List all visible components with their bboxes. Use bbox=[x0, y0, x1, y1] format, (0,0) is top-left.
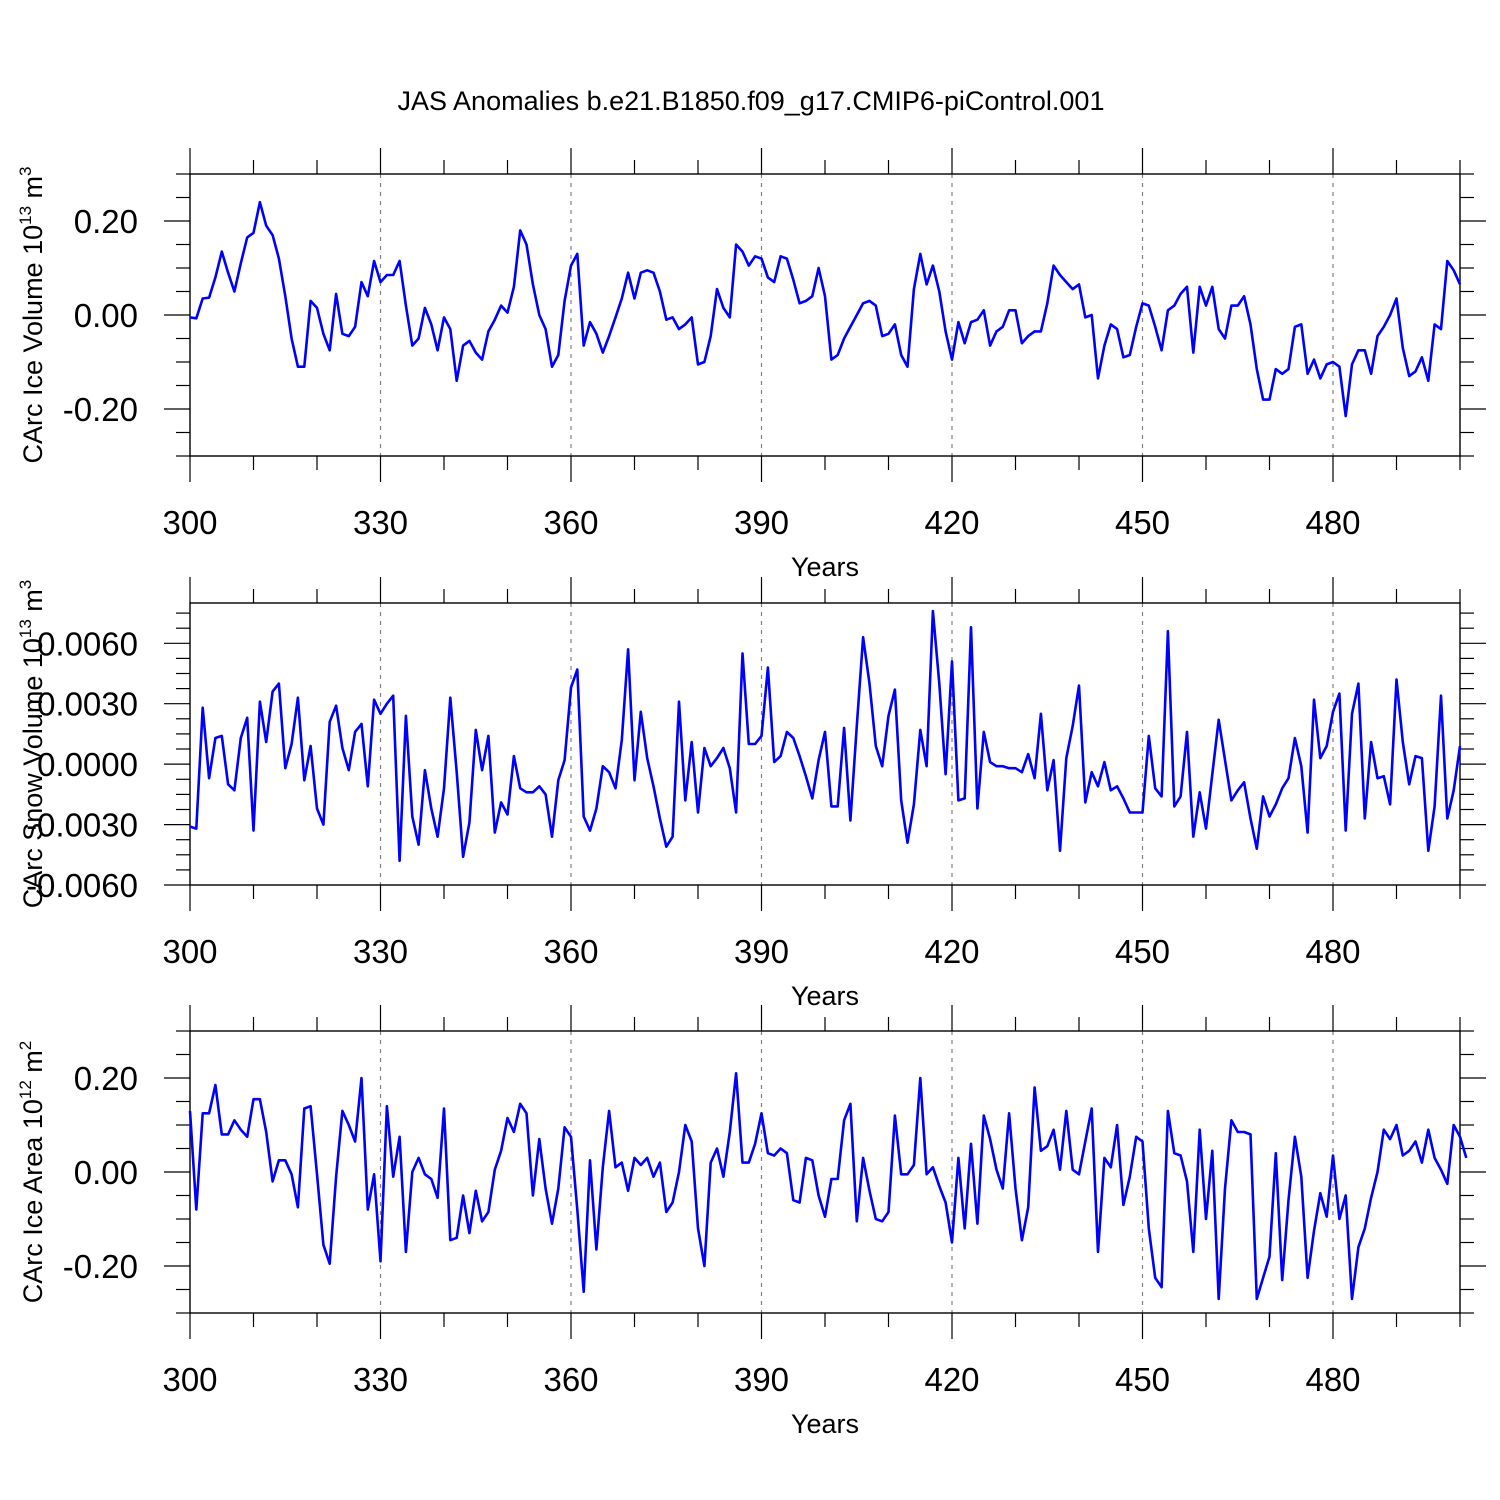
x-tick-label: 360 bbox=[543, 504, 598, 541]
x-tick-label: 390 bbox=[734, 933, 789, 970]
y-tick-label: 0.0030 bbox=[37, 686, 138, 723]
panel-ice-volume: 300 330 360 390 420 450 480 -0.20 0.00 0.20 Years C… bbox=[16, 148, 1486, 582]
x-tick-label: 300 bbox=[162, 1361, 217, 1398]
x-axis-label: Years bbox=[791, 981, 859, 1011]
x-tick-label: 300 bbox=[162, 933, 217, 970]
y-axis-label: CArc Snow Volume 1013 m3 bbox=[16, 580, 48, 909]
panel-ice-area: 300 330 360 390 420 450 480 -0.20 0.00 0.20 Years C… bbox=[16, 1005, 1486, 1439]
series-line bbox=[189, 200, 1462, 418]
panel-snow-volume: 300 330 360 390 420 450 480 -0.0060 -0.0030 0.000… bbox=[16, 577, 1486, 1011]
x-tick-label: 360 bbox=[543, 933, 598, 970]
x-tick-label: 360 bbox=[543, 1361, 598, 1398]
y-tick-label: 0.20 bbox=[74, 203, 138, 240]
plot-frame bbox=[189, 1030, 1461, 1314]
x-tick-label: 420 bbox=[924, 504, 979, 541]
y-tick-label: 0.0000 bbox=[37, 746, 138, 783]
plot-frame bbox=[189, 602, 1461, 886]
x-tick-label: 450 bbox=[1115, 933, 1170, 970]
x-tick-label: 480 bbox=[1305, 1361, 1360, 1398]
x-tick-label: 450 bbox=[1115, 504, 1170, 541]
x-tick-label: 300 bbox=[162, 504, 217, 541]
y-tick-label: -0.0030 bbox=[26, 807, 138, 844]
x-tick-label: 420 bbox=[924, 1361, 979, 1398]
x-tick-label: 480 bbox=[1305, 504, 1360, 541]
x-tick-label: 480 bbox=[1305, 933, 1360, 970]
y-tick-label: 0.00 bbox=[74, 297, 138, 334]
plot-frame bbox=[189, 173, 1461, 457]
x-tick-label: 420 bbox=[924, 933, 979, 970]
y-tick-label: 0.20 bbox=[74, 1060, 138, 1097]
x-axis-label: Years bbox=[791, 1409, 859, 1439]
y-tick-label: 0.0060 bbox=[37, 625, 138, 662]
chart-title: JAS Anomalies b.e21.B1850.f09_g17.CMIP6-… bbox=[398, 86, 1105, 116]
x-tick-label: 450 bbox=[1115, 1361, 1170, 1398]
y-axis-label: CArc Ice Area 1012 m2 bbox=[16, 1041, 48, 1304]
x-tick-label: 390 bbox=[734, 504, 789, 541]
y-tick-label: -0.20 bbox=[63, 391, 138, 428]
x-tick-label: 330 bbox=[353, 1361, 408, 1398]
y-tick-label: -0.20 bbox=[63, 1248, 138, 1285]
series-line bbox=[189, 609, 1462, 863]
x-tick-label: 390 bbox=[734, 1361, 789, 1398]
series-line bbox=[188, 1072, 1468, 1301]
x-tick-label: 330 bbox=[353, 504, 408, 541]
y-axis-label: CArc Ice Volume 1013 m3 bbox=[16, 166, 48, 463]
y-tick-label: 0.00 bbox=[74, 1154, 138, 1191]
x-tick-label: 330 bbox=[353, 933, 408, 970]
x-axis-label: Years bbox=[791, 552, 859, 582]
y-tick-label: -0.0060 bbox=[26, 867, 138, 904]
